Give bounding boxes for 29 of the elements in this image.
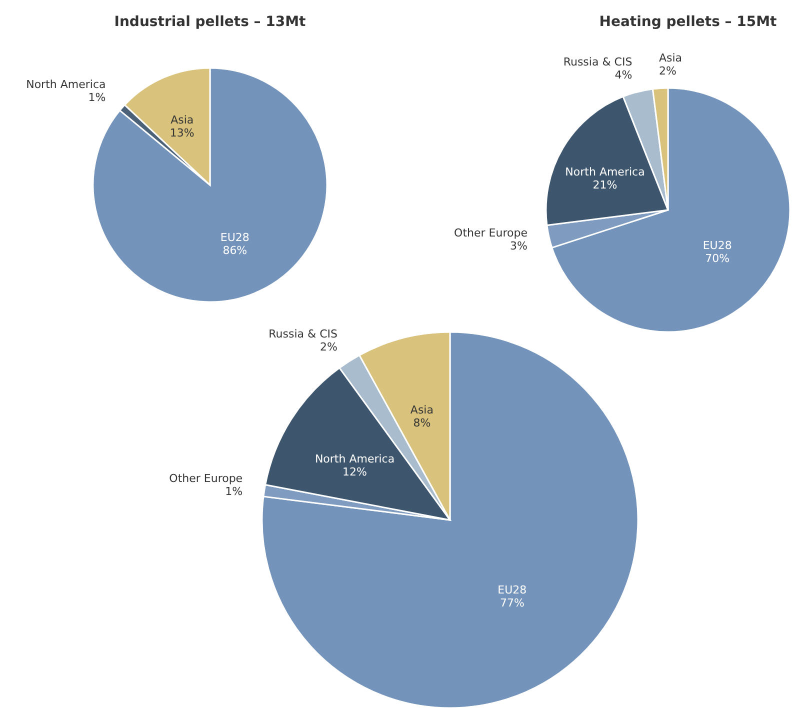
data-label: 2% (658, 64, 676, 78)
slice-label: North America (26, 78, 106, 92)
data-label: 70% (705, 252, 730, 265)
slice-label: Asia (410, 404, 434, 417)
data-label: 3% (510, 239, 528, 252)
data-label: 8% (413, 416, 431, 430)
slice-label: Other Europe (454, 226, 528, 240)
data-label: 1% (225, 485, 243, 498)
slice-label: EU28 (702, 238, 732, 252)
data-label: 1% (88, 91, 106, 104)
slice-label: Other Europe (169, 472, 243, 486)
data-label: 2% (320, 340, 338, 354)
slice-label: North America (565, 166, 645, 179)
data-label: 86% (222, 244, 248, 257)
data-label: 13% (170, 126, 194, 140)
slice-label: Russia & CIS (268, 328, 338, 341)
slice-label: Asia (658, 51, 682, 64)
data-label: 4% (614, 68, 632, 82)
data-label: 21% (592, 178, 618, 192)
chart-title: Heating pellets – 15Mt (599, 14, 778, 30)
slice-label: North America (314, 452, 395, 466)
data-label: 77% (500, 596, 524, 610)
slice-label: Asia (170, 114, 194, 127)
chart-title: Industrial pellets – 13Mt (114, 14, 306, 30)
data-label: 12% (342, 466, 367, 479)
slice-label: EU28 (220, 230, 250, 244)
pie-slice (261, 331, 639, 709)
slice-label: Russia & CIS (563, 56, 632, 69)
slice-label: EU28 (498, 584, 527, 597)
